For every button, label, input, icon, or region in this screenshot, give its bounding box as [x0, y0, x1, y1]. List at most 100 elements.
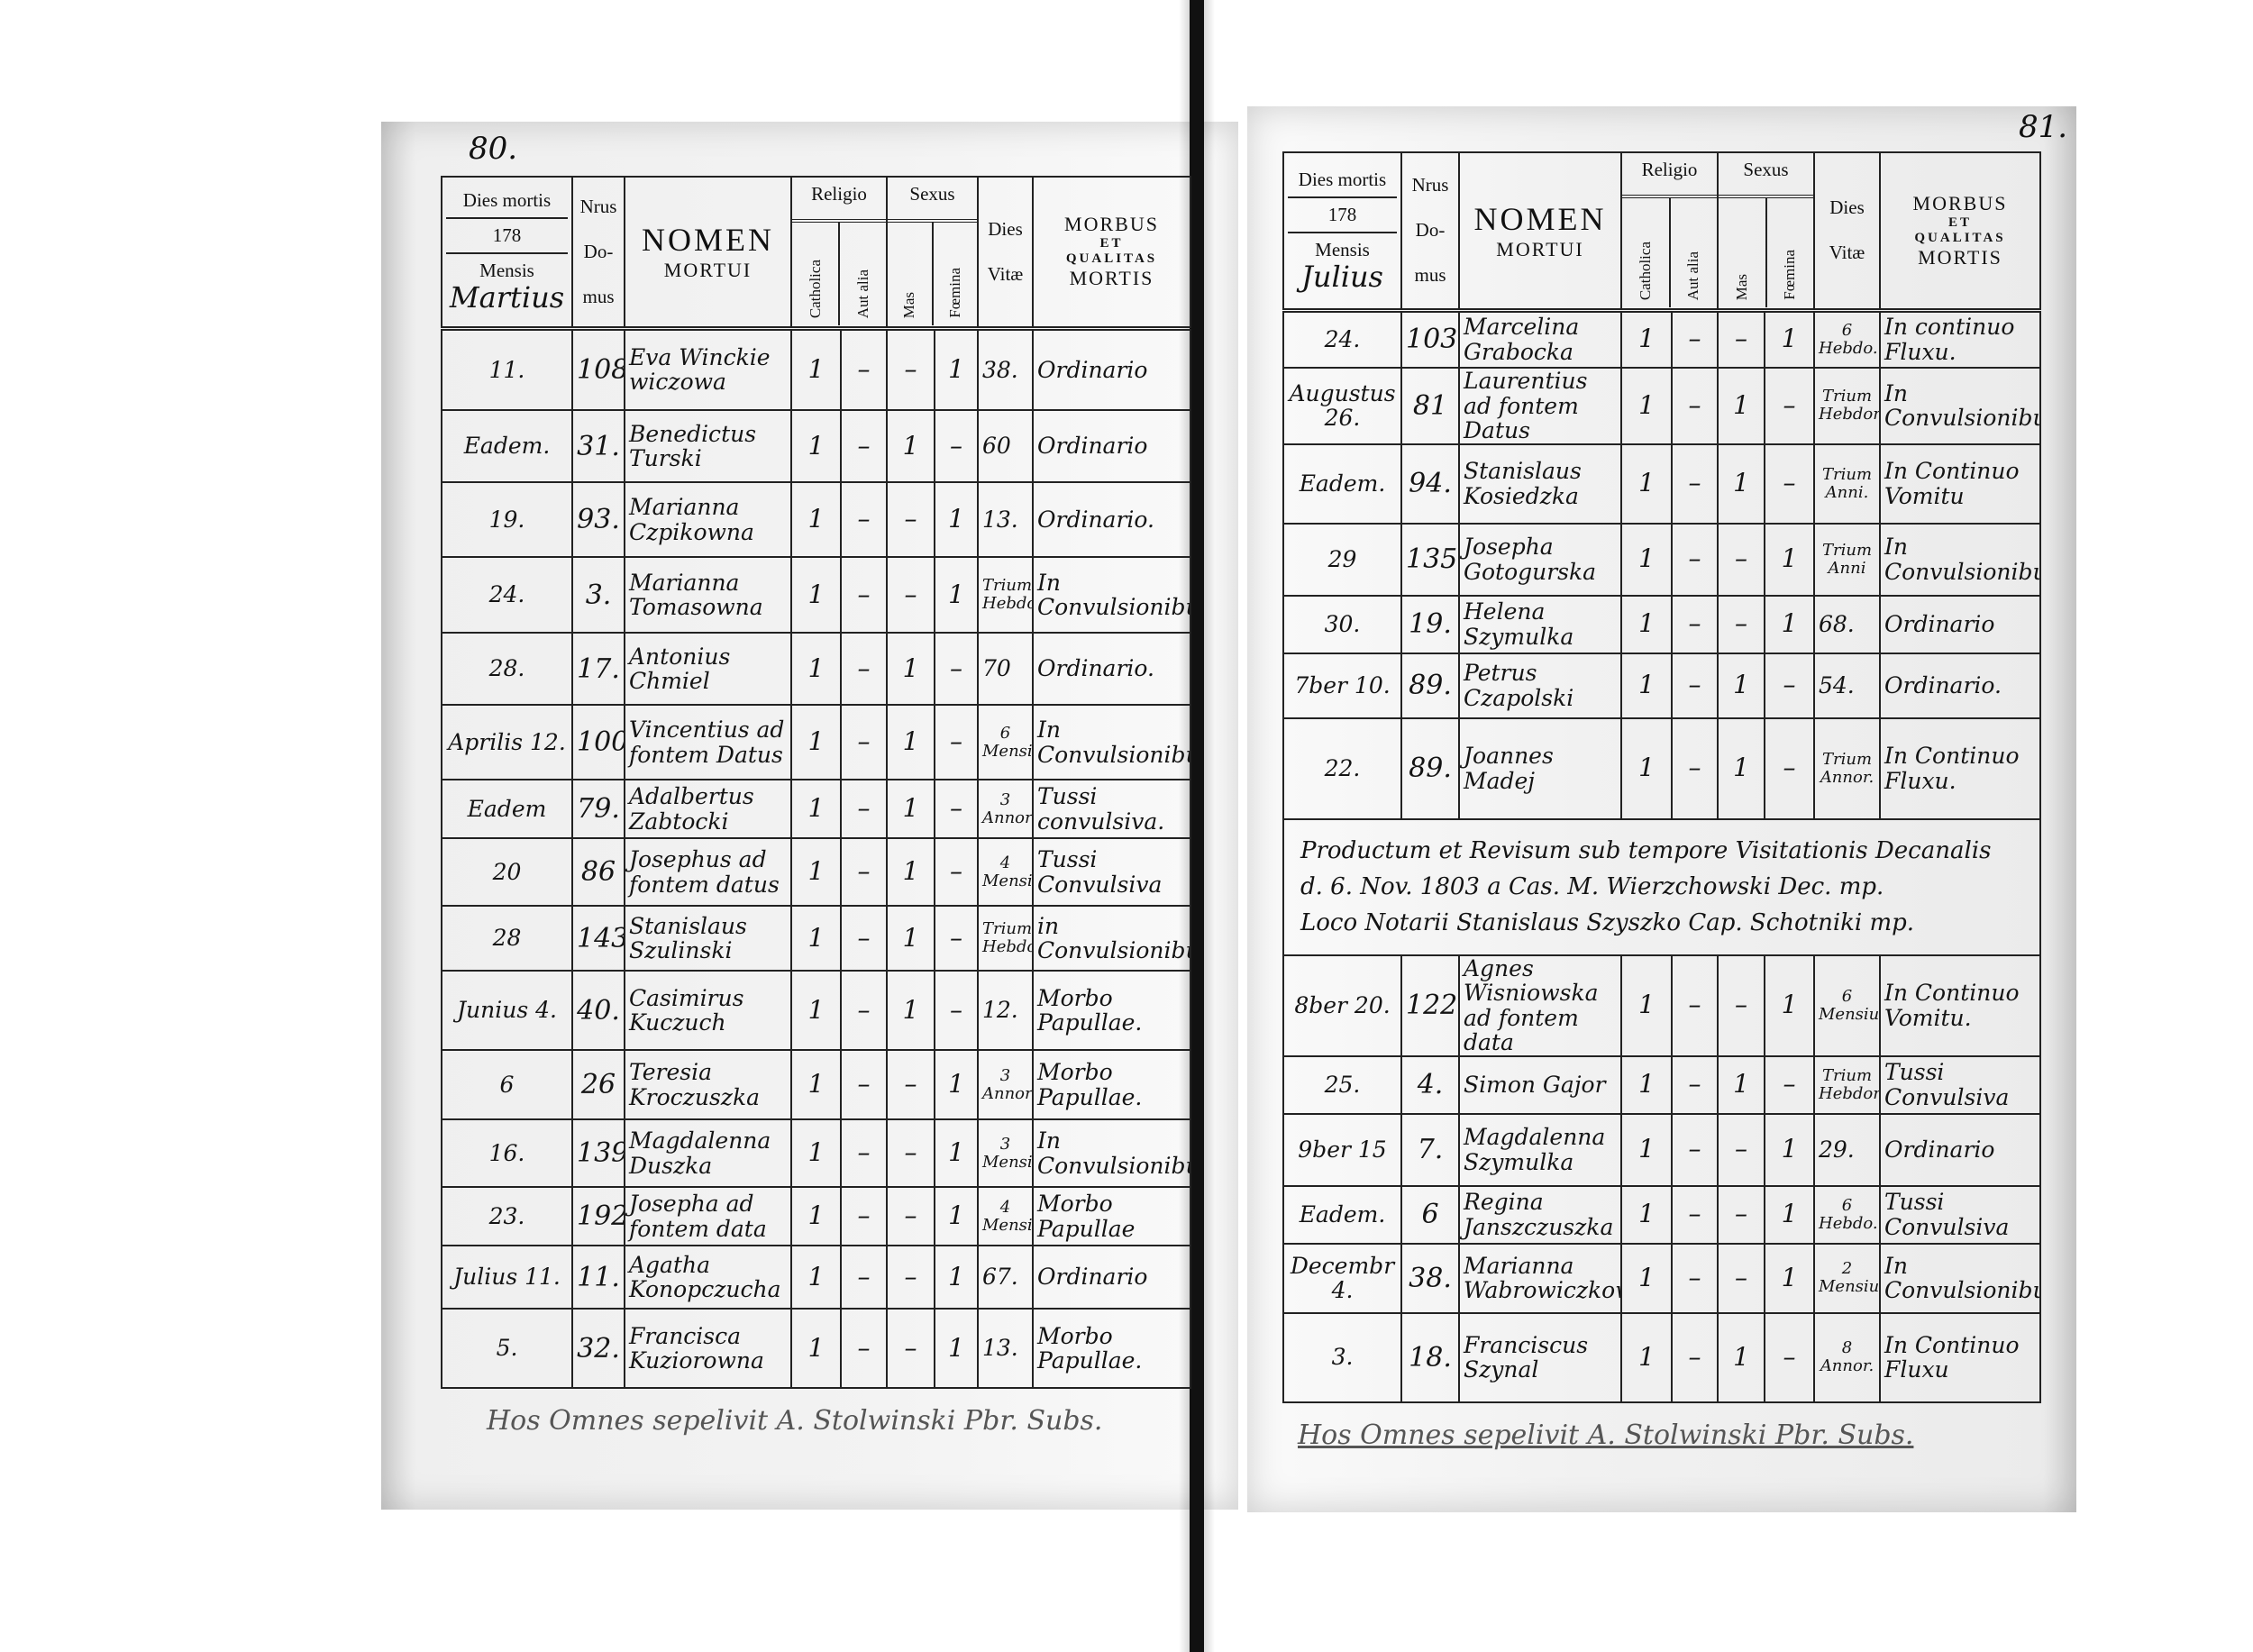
header-nrus-domus: Nrus Do-mus — [571, 176, 625, 331]
burial-note-right: Hos Omnes sepelivit A. Stolwinski Pbr. S… — [1298, 1419, 1914, 1451]
house-cell: 143. — [571, 905, 625, 972]
day-cell: 19. — [441, 481, 573, 558]
catholica-cell: 1 — [790, 1186, 842, 1246]
name-cell: Laurentius ad fontem Datus — [1458, 367, 1622, 445]
month-value: Martius — [449, 280, 565, 315]
dies-vitae-cell: 3 Mensium — [977, 1118, 1034, 1188]
house-cell: 103. — [1400, 309, 1460, 369]
mas-cell: – — [886, 1186, 935, 1246]
name-cell: Agnes Wisniowska ad fontem data — [1458, 954, 1622, 1057]
mas-cell: 1 — [886, 704, 935, 780]
dies-label: Dies — [1829, 196, 1865, 219]
morbus-cell: In Convulsionibus — [1032, 1118, 1191, 1188]
mortui-label: MORTUI — [1496, 237, 1584, 260]
vitae-label: Vitæ — [1829, 242, 1865, 264]
morbus-cell: In Convulsionibus. — [1032, 556, 1191, 634]
catholica-cell: 1 — [790, 481, 842, 558]
dies-vitae-cell: 6 Hebdo. — [1813, 309, 1881, 369]
day-cell: 30. — [1282, 594, 1402, 654]
femina-cell: 1 — [934, 1186, 979, 1246]
death-register-table-right: Dies mortis 178 Mensis Julius Nrus Do-mus NOME… — [1282, 151, 2041, 1403]
house-cell: 18. — [1400, 1311, 1460, 1403]
header-row: Dies mortis 178 Mensis Martius Nrus Do-mus NOM… — [441, 176, 1191, 331]
catholica-cell: 1 — [790, 1308, 842, 1389]
catholica-cell: 1 — [790, 1118, 842, 1188]
nomen-label: NOMEN — [642, 222, 774, 259]
femina-cell: – — [1764, 1054, 1815, 1115]
name-cell: Marianna Tomasowna — [624, 556, 792, 634]
name-cell: Marianna Wabrowiczkowa — [1458, 1242, 1622, 1314]
catholica-cell: 1 — [1620, 716, 1673, 820]
aut-alia-cell: – — [1671, 1054, 1719, 1115]
sexus-label: Sexus — [1743, 159, 1789, 180]
morbus-cell: In Convulsionibus. — [1879, 1242, 2041, 1314]
femina-cell: 1 — [934, 327, 979, 411]
religio-label: Religio — [811, 183, 867, 205]
dies-vitae-cell: 13. — [977, 481, 1034, 558]
name-cell: Josephus ad fontem datus — [624, 837, 792, 907]
mas-cell: – — [1717, 1242, 1765, 1314]
name-cell: Benedictus Turski — [624, 409, 792, 483]
day-cell: Julius 11. — [441, 1245, 573, 1310]
femina-cell: 1 — [934, 1245, 979, 1310]
house-cell: 31. — [571, 409, 625, 483]
dies-vitae-cell: 6 Hebdo. — [1813, 1184, 1881, 1245]
header-morbus: MORBUS ET QUALITAS MORTIS — [1879, 151, 2041, 313]
mortis-label: MORTIS — [1069, 267, 1154, 290]
table-row: 28. 17. Antonius Chmiel 1–1–70 Ordinario. — [441, 632, 1191, 706]
mas-cell: – — [1717, 309, 1765, 369]
femina-cell: – — [934, 409, 979, 483]
dies-mortis-label: Dies mortis — [1298, 168, 1387, 190]
mas-cell: – — [886, 481, 935, 558]
table-row: Eadem. 31. Benedictus Turski 1–1–60 Ordinari… — [441, 409, 1191, 483]
catholica-cell: 1 — [790, 970, 842, 1051]
femina-cell: – — [934, 970, 979, 1051]
mas-cell: 1 — [1717, 443, 1765, 525]
aut-alia-cell: – — [840, 1245, 888, 1310]
catholica-cell: 1 — [1620, 1242, 1673, 1314]
dies-vitae-cell: 4 Mensium — [977, 1186, 1034, 1246]
aut-alia-cell: – — [840, 779, 888, 839]
visitation-note: Productum et Revisum sub tempore Visitat… — [1282, 817, 2041, 956]
header-dies-vitae: Dies Vitæ — [977, 176, 1034, 331]
do-label: Do- — [583, 240, 614, 262]
morbus-cell: Tussi Convulsiva — [1879, 1184, 2041, 1245]
table-row: 8ber 20.122.Agnes Wisniowska ad fontem d… — [1282, 954, 2041, 1057]
aut-alia-cell: – — [840, 481, 888, 558]
name-cell: Stanislaus Kosiedzka — [1458, 443, 1622, 525]
day-cell: 24. — [441, 556, 573, 634]
header-nomen-mortui: NOMEN MORTUI — [624, 176, 792, 331]
name-cell: Magdalenna Szymulka — [1458, 1112, 1622, 1187]
table-row: Aprilis 12. 100 Vincentius ad fontem Datus… — [441, 704, 1191, 780]
catholica-cell: 1 — [1620, 1184, 1673, 1245]
day-cell: Decembr 4. — [1282, 1242, 1402, 1314]
aut-alia-cell: – — [1671, 1242, 1719, 1314]
mus-label: mus — [1414, 264, 1446, 287]
dies-vitae-cell: 60 — [977, 409, 1034, 483]
aut-alia-cell: – — [1671, 522, 1719, 597]
aut-alia-cell: – — [840, 837, 888, 907]
qualitas-label: QUALITAS — [1914, 230, 2006, 245]
mas-cell: – — [886, 327, 935, 411]
table-row: Julius 11. 11. Agatha Konopczucha 1– –1 67. Or… — [441, 1245, 1191, 1310]
name-cell: Eva Winckie wiczowa — [624, 327, 792, 411]
mas-label: Mas — [1732, 273, 1750, 300]
femina-cell: 1 — [1764, 1242, 1815, 1314]
table-row: 5. 32. Francisca Kuziorowna 1– –1 13. Morbo Pa… — [441, 1308, 1191, 1389]
dies-vitae-cell: 38. — [977, 327, 1034, 411]
mensis-label: Mensis — [1315, 238, 1370, 260]
mas-cell: – — [1717, 1112, 1765, 1187]
mas-cell: – — [886, 1049, 935, 1120]
catholica-cell: 1 — [1620, 1054, 1673, 1115]
table-row: 7ber 10. 89. Petrus Czapolski 1–1–54. Ordina… — [1282, 652, 2041, 719]
house-cell: 108 — [571, 327, 625, 411]
femina-cell: – — [1764, 443, 1815, 525]
dies-vitae-cell: Trium Hebdo. — [977, 556, 1034, 634]
catholica-cell: 1 — [1620, 594, 1673, 654]
femina-cell: 1 — [1764, 954, 1815, 1057]
day-cell: 29 — [1282, 522, 1402, 597]
catholica-cell: 1 — [790, 409, 842, 483]
